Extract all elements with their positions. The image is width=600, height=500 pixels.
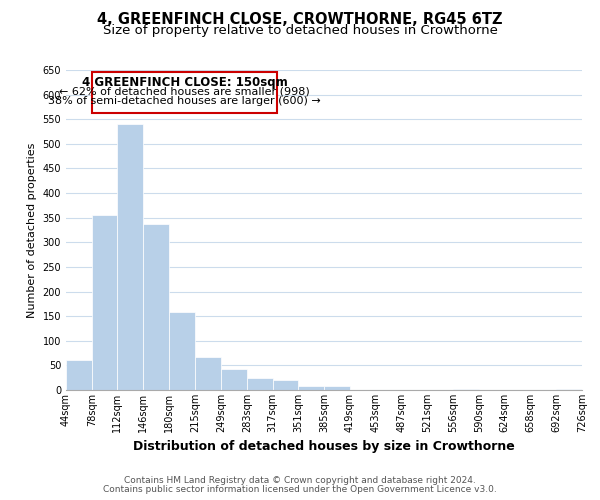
Y-axis label: Number of detached properties: Number of detached properties	[27, 142, 37, 318]
Bar	[556, 389, 582, 390]
Bar	[66, 360, 92, 390]
Bar	[169, 312, 196, 390]
FancyBboxPatch shape	[92, 72, 277, 114]
Bar	[454, 389, 479, 390]
Bar	[118, 124, 143, 390]
Bar	[196, 356, 221, 390]
Text: 38% of semi-detached houses are larger (600) →: 38% of semi-detached houses are larger (…	[48, 96, 321, 106]
Text: ← 62% of detached houses are smaller (998): ← 62% of detached houses are smaller (99…	[59, 86, 310, 96]
Bar	[272, 380, 298, 390]
Bar	[143, 224, 169, 390]
X-axis label: Distribution of detached houses by size in Crowthorne: Distribution of detached houses by size …	[133, 440, 515, 454]
Text: 4, GREENFINCH CLOSE, CROWTHORNE, RG45 6TZ: 4, GREENFINCH CLOSE, CROWTHORNE, RG45 6T…	[97, 12, 503, 28]
Bar	[298, 386, 324, 390]
Bar	[247, 378, 272, 390]
Text: Contains HM Land Registry data © Crown copyright and database right 2024.: Contains HM Land Registry data © Crown c…	[124, 476, 476, 485]
Text: 4 GREENFINCH CLOSE: 150sqm: 4 GREENFINCH CLOSE: 150sqm	[82, 76, 287, 90]
Bar	[324, 386, 350, 390]
Text: Size of property relative to detached houses in Crowthorne: Size of property relative to detached ho…	[103, 24, 497, 37]
Bar	[92, 215, 118, 390]
Bar	[221, 370, 247, 390]
Text: Contains public sector information licensed under the Open Government Licence v3: Contains public sector information licen…	[103, 485, 497, 494]
